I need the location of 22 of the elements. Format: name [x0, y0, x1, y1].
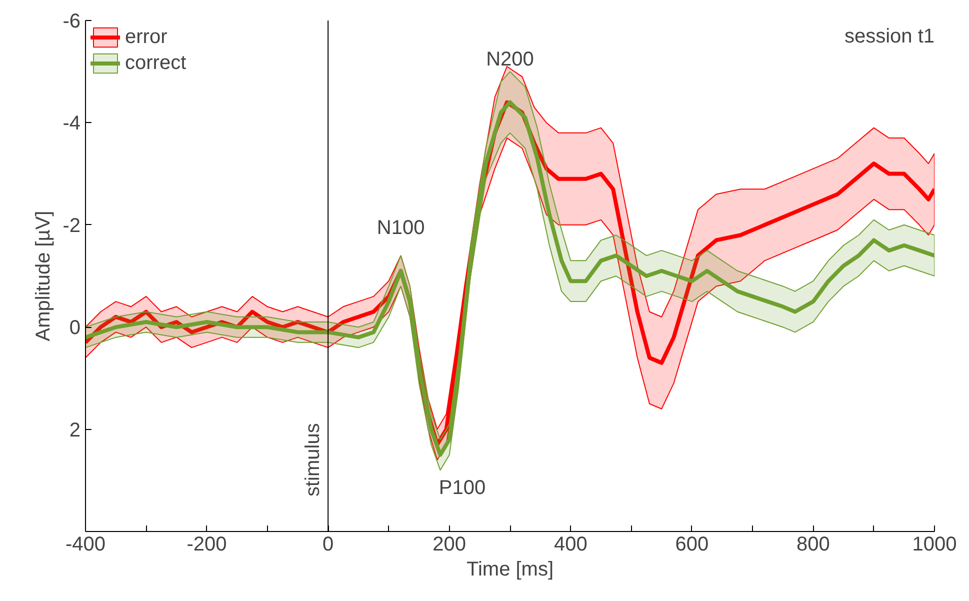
y-tick-label: -4: [62, 112, 81, 135]
x-tick-label: 200: [432, 534, 466, 556]
y-tick-label: -6: [62, 10, 81, 32]
annotation: N100: [376, 216, 425, 239]
x-tick-label: -400: [65, 534, 106, 556]
legend-label: error: [125, 26, 168, 48]
y-tick-label: -2: [62, 214, 81, 237]
x-tick-label: 800: [796, 534, 830, 556]
y-axis-title: Amplitude [µV]: [32, 210, 55, 342]
x-tick-label: 0: [322, 534, 334, 556]
annotation: session t1: [844, 26, 935, 48]
y-tick-label: 0: [69, 317, 80, 340]
x-tick-label: 400: [554, 534, 588, 556]
ref-line-label: stimulus: [302, 423, 324, 496]
x-axis-title: Time [ms]: [466, 558, 554, 580]
legend-label: correct: [125, 52, 186, 74]
x-tick-label: 1000: [912, 534, 957, 556]
y-tick-label: 2: [69, 419, 80, 442]
x-tick-label: 600: [675, 534, 709, 556]
annotation: N200: [486, 48, 534, 70]
annotation: P100: [438, 476, 486, 499]
x-tick-label: -200: [186, 534, 227, 556]
